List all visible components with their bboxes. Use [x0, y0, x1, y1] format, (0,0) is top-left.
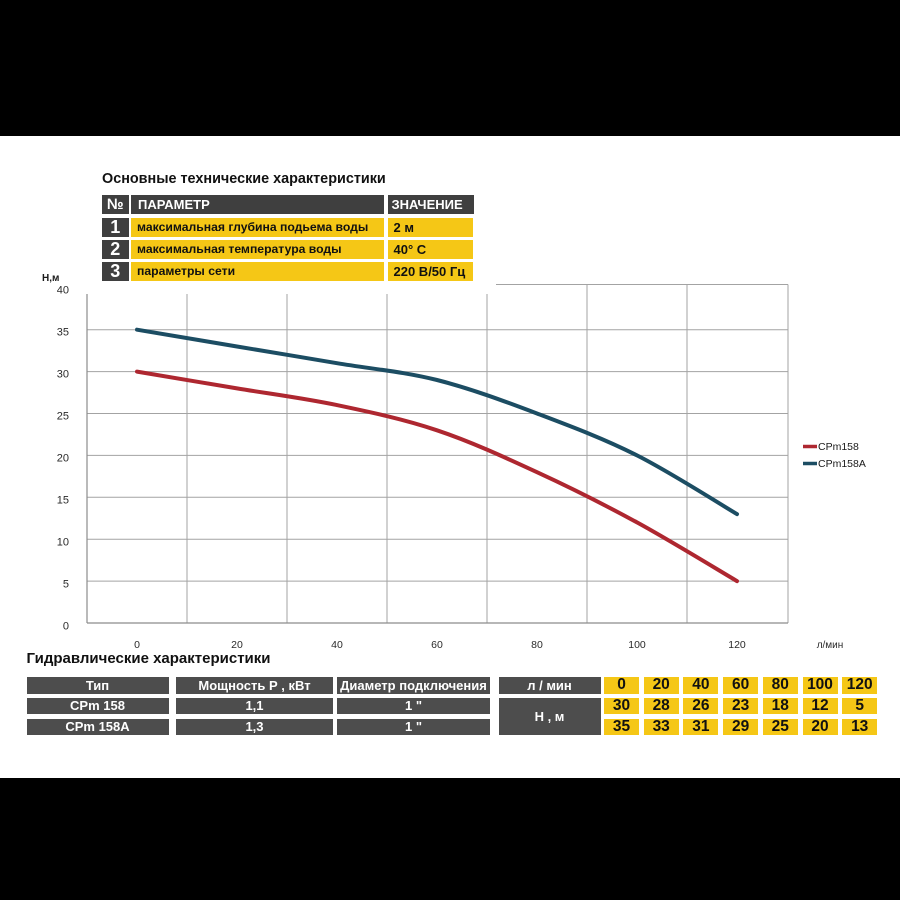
svg-text:5: 5	[63, 579, 69, 591]
svg-text:CPm158A: CPm158A	[818, 458, 866, 470]
svg-text:30: 30	[57, 369, 69, 381]
svg-text:Н,м: Н,м	[42, 273, 59, 284]
svg-text:10: 10	[57, 537, 69, 549]
svg-text:20: 20	[57, 453, 69, 465]
svg-text:60: 60	[431, 639, 443, 651]
svg-text:120: 120	[728, 639, 746, 651]
svg-text:0: 0	[63, 621, 69, 633]
svg-text:40: 40	[57, 285, 69, 297]
svg-text:л/мин: л/мин	[817, 640, 844, 651]
svg-text:15: 15	[57, 495, 69, 507]
svg-text:20: 20	[231, 639, 243, 651]
svg-text:25: 25	[57, 411, 69, 423]
svg-text:0: 0	[134, 639, 140, 651]
svg-text:35: 35	[57, 327, 69, 339]
svg-text:80: 80	[531, 639, 543, 651]
svg-text:100: 100	[628, 639, 646, 651]
svg-text:40: 40	[331, 639, 343, 651]
svg-text:CPm158: CPm158	[818, 441, 859, 453]
